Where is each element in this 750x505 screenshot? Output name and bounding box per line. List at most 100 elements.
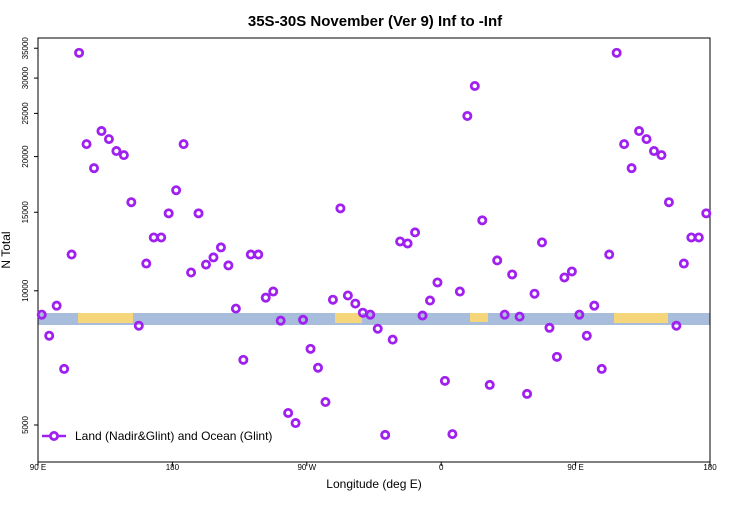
point bbox=[59, 363, 70, 374]
legend-marker bbox=[49, 430, 60, 441]
point bbox=[641, 134, 652, 145]
land-patch bbox=[78, 313, 133, 323]
point bbox=[365, 309, 376, 320]
point bbox=[410, 227, 421, 238]
land-patch bbox=[470, 313, 488, 322]
point bbox=[215, 242, 226, 253]
point bbox=[544, 322, 555, 333]
point bbox=[275, 315, 286, 326]
point bbox=[402, 238, 413, 249]
point bbox=[671, 320, 682, 331]
point bbox=[342, 290, 353, 301]
point bbox=[320, 397, 331, 408]
point bbox=[335, 203, 346, 214]
point bbox=[424, 295, 435, 306]
point bbox=[634, 126, 645, 137]
point bbox=[529, 288, 540, 299]
point bbox=[133, 320, 144, 331]
point bbox=[350, 298, 361, 309]
point bbox=[432, 277, 443, 288]
point bbox=[693, 232, 704, 243]
point bbox=[81, 139, 92, 150]
y-tick-label: 5000 bbox=[21, 416, 30, 434]
point bbox=[492, 255, 503, 266]
point bbox=[186, 267, 197, 278]
point bbox=[663, 197, 674, 208]
point bbox=[260, 292, 271, 303]
point bbox=[178, 139, 189, 150]
point bbox=[200, 259, 211, 270]
y-tick-label: 30000 bbox=[21, 66, 30, 89]
point bbox=[656, 150, 667, 161]
point bbox=[268, 286, 279, 297]
legend-label: Land (Nadir&Glint) and Ocean (Glint) bbox=[75, 429, 272, 443]
point bbox=[596, 363, 607, 374]
y-axis-label: N Total bbox=[0, 231, 13, 268]
x-tick-label: 90 E bbox=[567, 463, 583, 472]
point bbox=[439, 375, 450, 386]
point bbox=[44, 330, 55, 341]
point bbox=[619, 139, 630, 150]
point bbox=[537, 237, 548, 248]
point bbox=[581, 330, 592, 341]
point bbox=[649, 146, 660, 157]
point bbox=[298, 314, 309, 325]
point bbox=[305, 343, 316, 354]
point bbox=[208, 252, 219, 263]
point bbox=[678, 258, 689, 269]
point bbox=[626, 163, 637, 174]
plot-frame bbox=[37, 37, 711, 463]
point bbox=[604, 249, 615, 260]
point bbox=[559, 272, 570, 283]
point bbox=[230, 303, 241, 314]
point bbox=[514, 311, 525, 322]
point bbox=[701, 208, 712, 219]
point bbox=[499, 309, 510, 320]
y-tick-label: 20000 bbox=[21, 145, 30, 168]
point bbox=[469, 80, 480, 91]
point bbox=[477, 215, 488, 226]
point bbox=[141, 258, 152, 269]
point bbox=[223, 260, 234, 271]
x-tick-label: 90 E bbox=[30, 463, 46, 472]
x-tick-label: 180 bbox=[703, 463, 717, 472]
point bbox=[380, 429, 391, 440]
point bbox=[96, 126, 107, 137]
point bbox=[36, 309, 47, 320]
point bbox=[163, 208, 174, 219]
point bbox=[193, 208, 204, 219]
x-axis-label: Longitude (deg E) bbox=[326, 477, 421, 491]
x-tick-label: 0 bbox=[439, 463, 444, 472]
point bbox=[566, 266, 577, 277]
point bbox=[447, 429, 458, 440]
point bbox=[417, 310, 428, 321]
point bbox=[118, 150, 129, 161]
point bbox=[611, 47, 622, 58]
y-tick-label: 25000 bbox=[21, 102, 30, 125]
point bbox=[156, 232, 167, 243]
map-strip bbox=[38, 313, 710, 325]
point bbox=[126, 197, 137, 208]
point bbox=[171, 185, 182, 196]
point bbox=[454, 286, 465, 297]
land-patch bbox=[335, 313, 362, 323]
y-tick-label: 35000 bbox=[21, 37, 30, 60]
point bbox=[327, 294, 338, 305]
x-tick-label: 180 bbox=[166, 463, 180, 472]
point bbox=[387, 334, 398, 345]
point bbox=[462, 110, 473, 121]
point bbox=[66, 249, 77, 260]
point bbox=[522, 388, 533, 399]
point bbox=[551, 351, 562, 362]
x-tick-label: 90 W bbox=[297, 463, 316, 472]
point bbox=[74, 47, 85, 58]
point bbox=[372, 323, 383, 334]
point bbox=[238, 354, 249, 365]
point bbox=[89, 163, 100, 174]
y-tick-label: 10000 bbox=[21, 279, 30, 302]
point bbox=[283, 407, 294, 418]
point bbox=[507, 269, 518, 280]
point bbox=[103, 134, 114, 145]
point bbox=[589, 300, 600, 311]
